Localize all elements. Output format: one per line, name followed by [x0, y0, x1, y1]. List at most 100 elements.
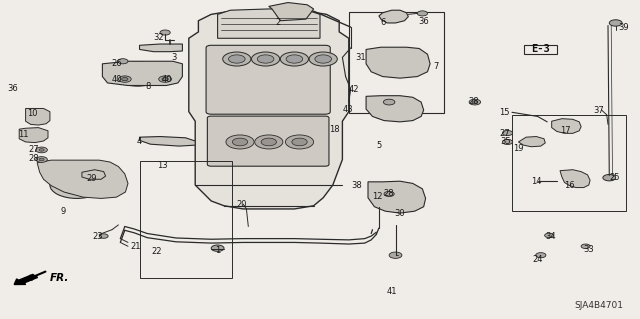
- Text: 32: 32: [154, 33, 164, 42]
- Polygon shape: [102, 61, 182, 85]
- Text: 37: 37: [593, 106, 604, 115]
- Text: 29: 29: [86, 174, 97, 183]
- Circle shape: [417, 11, 428, 16]
- Text: 21: 21: [131, 242, 141, 251]
- Text: 27: 27: [499, 129, 509, 137]
- Circle shape: [603, 174, 616, 181]
- Text: 14: 14: [531, 177, 541, 186]
- Text: 8: 8: [146, 82, 151, 91]
- Circle shape: [160, 30, 170, 35]
- Circle shape: [286, 55, 303, 63]
- Circle shape: [261, 138, 276, 146]
- Bar: [140, 161, 232, 278]
- Text: 28: 28: [384, 189, 394, 198]
- Polygon shape: [218, 9, 320, 38]
- Text: 30: 30: [395, 209, 405, 218]
- Circle shape: [380, 190, 412, 206]
- Circle shape: [131, 71, 144, 77]
- Text: 43: 43: [342, 105, 353, 114]
- Text: 10: 10: [27, 109, 37, 118]
- Polygon shape: [140, 137, 195, 146]
- Polygon shape: [366, 96, 424, 122]
- Circle shape: [372, 52, 421, 76]
- Circle shape: [381, 56, 413, 72]
- Text: 33: 33: [584, 245, 594, 254]
- Circle shape: [162, 78, 168, 81]
- Text: 22: 22: [152, 247, 162, 256]
- Circle shape: [280, 52, 308, 66]
- Text: 28: 28: [468, 97, 479, 106]
- Circle shape: [69, 181, 84, 189]
- Circle shape: [36, 147, 47, 153]
- Text: 2: 2: [276, 18, 281, 27]
- Polygon shape: [552, 119, 581, 133]
- Circle shape: [232, 138, 248, 146]
- Text: 12: 12: [372, 192, 383, 201]
- Text: 39: 39: [619, 23, 629, 32]
- Polygon shape: [189, 10, 349, 209]
- Circle shape: [383, 99, 395, 105]
- Circle shape: [545, 233, 554, 238]
- Text: 25: 25: [609, 173, 620, 182]
- Bar: [512, 115, 626, 211]
- Text: E-3: E-3: [531, 44, 550, 55]
- Text: 34: 34: [545, 232, 556, 241]
- Text: 18: 18: [329, 125, 339, 134]
- Text: 36: 36: [419, 17, 429, 26]
- Circle shape: [223, 52, 251, 66]
- Circle shape: [257, 55, 274, 63]
- Polygon shape: [269, 3, 314, 21]
- Text: 40: 40: [112, 75, 122, 84]
- Text: 36: 36: [8, 84, 18, 93]
- Circle shape: [536, 253, 546, 258]
- Circle shape: [122, 66, 153, 82]
- Text: 5: 5: [376, 141, 381, 150]
- Polygon shape: [379, 10, 408, 23]
- Circle shape: [502, 139, 513, 145]
- Polygon shape: [366, 47, 430, 78]
- Text: 40: 40: [161, 75, 172, 84]
- Text: 1: 1: [215, 246, 220, 255]
- Circle shape: [309, 52, 337, 66]
- Circle shape: [389, 252, 402, 258]
- FancyBboxPatch shape: [206, 45, 330, 114]
- Circle shape: [36, 157, 47, 162]
- FancyBboxPatch shape: [207, 116, 329, 166]
- Circle shape: [581, 244, 590, 249]
- Text: 20: 20: [237, 200, 247, 209]
- Text: 41: 41: [387, 287, 397, 296]
- Circle shape: [211, 245, 224, 251]
- Circle shape: [255, 135, 283, 149]
- Circle shape: [502, 130, 513, 136]
- Text: 17: 17: [560, 126, 570, 135]
- Circle shape: [369, 98, 414, 120]
- Circle shape: [118, 76, 131, 82]
- Text: 9: 9: [60, 207, 65, 216]
- Circle shape: [469, 99, 481, 105]
- Polygon shape: [82, 170, 106, 179]
- Circle shape: [113, 62, 162, 86]
- Polygon shape: [37, 160, 128, 198]
- Circle shape: [59, 176, 95, 194]
- Text: 16: 16: [564, 181, 575, 190]
- Text: 19: 19: [513, 145, 524, 153]
- Circle shape: [118, 59, 128, 64]
- Circle shape: [252, 52, 280, 66]
- Circle shape: [39, 158, 44, 161]
- Circle shape: [292, 138, 307, 146]
- Text: 24: 24: [532, 255, 543, 263]
- Text: 7: 7: [434, 62, 439, 70]
- Text: 15: 15: [499, 108, 509, 117]
- Polygon shape: [518, 137, 545, 147]
- Text: 38: 38: [352, 181, 362, 189]
- Text: 11: 11: [19, 130, 29, 139]
- Text: 13: 13: [157, 161, 167, 170]
- FancyArrow shape: [14, 274, 38, 285]
- Circle shape: [384, 191, 394, 197]
- Text: SJA4B4701: SJA4B4701: [574, 301, 623, 310]
- Circle shape: [159, 76, 172, 82]
- Circle shape: [609, 20, 622, 26]
- Circle shape: [386, 106, 397, 112]
- Text: 6: 6: [380, 18, 385, 27]
- Circle shape: [378, 102, 406, 116]
